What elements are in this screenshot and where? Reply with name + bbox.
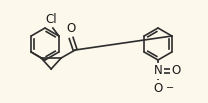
Text: O: O [171,64,181,77]
Text: −: − [166,83,174,93]
Text: N: N [154,64,162,77]
Text: O: O [67,22,76,35]
Text: O: O [153,81,163,94]
Text: Cl: Cl [45,13,57,26]
